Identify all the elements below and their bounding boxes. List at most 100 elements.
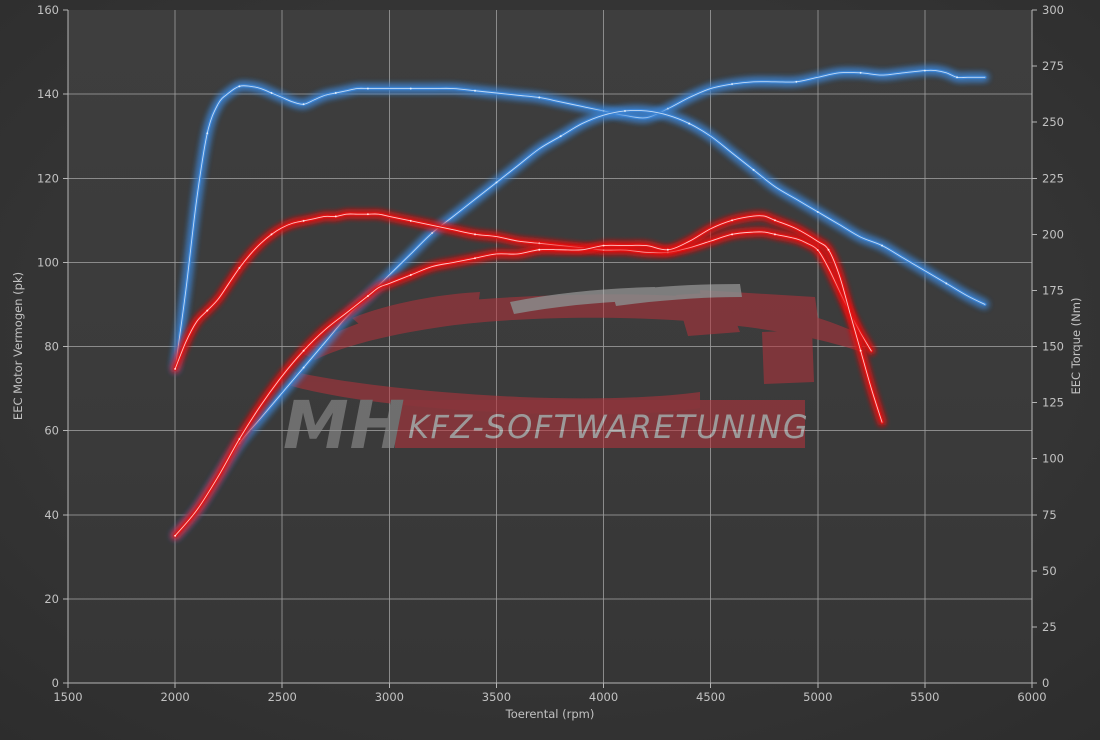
data-point-marker <box>602 110 605 112</box>
tick-labels-layer: 1500 2000 2500 3000 3500 40 0 0 4500 5000 5500 6000… <box>37 3 1064 704</box>
data-point-marker <box>474 257 476 260</box>
x-tick-label: 3000 <box>375 690 404 704</box>
x-tick-label: 1500 <box>53 690 82 704</box>
data-point-marker <box>174 534 177 537</box>
watermark-logo: MH KFZ-SOFTWARETUNING <box>283 284 862 464</box>
data-point-marker <box>624 110 626 112</box>
data-point-marker <box>366 295 369 297</box>
data-point-marker <box>431 231 434 234</box>
data-point-marker <box>302 103 305 106</box>
data-point-marker <box>238 85 241 88</box>
data-point-marker <box>206 309 209 312</box>
series-4 <box>171 212 886 540</box>
data-point-marker <box>495 181 498 184</box>
data-point-marker <box>816 249 819 251</box>
data-point-marker <box>602 249 605 251</box>
watermark-banner <box>395 400 805 448</box>
data-point-marker <box>366 213 369 216</box>
y-right-tick-label: 200 <box>1042 227 1064 241</box>
y-right-tick-label: 25 <box>1042 620 1057 634</box>
data-series-layer <box>171 67 989 540</box>
y-right-tick-label: 250 <box>1042 115 1064 129</box>
y-left-tick-label: 40 <box>44 508 59 522</box>
data-point-marker <box>474 89 476 92</box>
data-point-marker <box>538 96 541 99</box>
x-tick-label: 2000 <box>160 690 189 704</box>
data-point-marker <box>238 267 241 269</box>
data-point-marker <box>238 438 241 440</box>
data-point-marker <box>559 135 562 138</box>
data-point-marker <box>366 87 369 90</box>
series-core <box>174 69 986 370</box>
data-point-marker <box>945 282 948 285</box>
data-point-marker <box>752 168 755 171</box>
data-point-marker <box>270 92 273 94</box>
data-point-marker <box>474 233 476 236</box>
data-point-marker <box>302 366 305 369</box>
x-tick-label: 3500 <box>482 690 511 704</box>
watermark-brand-mark: MH <box>283 387 406 464</box>
x-tick-label: 2500 <box>268 690 297 704</box>
data-point-marker <box>923 69 926 72</box>
data-point-marker <box>827 248 830 251</box>
y-right-tick-label: 0 <box>1042 676 1049 690</box>
data-point-marker <box>206 132 209 135</box>
y-left-tick-label: 20 <box>44 592 59 606</box>
y-left-tick-label: 120 <box>37 171 59 185</box>
data-point-marker <box>302 349 305 352</box>
series-2 <box>171 107 989 540</box>
series-core <box>174 109 986 537</box>
data-point-marker <box>859 349 862 352</box>
x-tick-label: 4500 <box>696 690 725 704</box>
data-point-marker <box>302 219 305 222</box>
y-left-tick-label: 160 <box>37 3 59 17</box>
data-point-marker <box>859 71 862 74</box>
data-point-marker <box>174 367 177 370</box>
y-axis-right-title: EEC Torque (Nm) <box>1069 298 1083 395</box>
y-right-tick-label: 125 <box>1042 396 1064 410</box>
y-right-tick-label: 225 <box>1042 171 1064 185</box>
data-point-marker <box>409 87 412 90</box>
y-right-tick-label: 75 <box>1042 508 1057 522</box>
data-point-marker <box>731 219 734 222</box>
series-3 <box>171 210 875 373</box>
data-point-marker <box>773 233 776 236</box>
x-tick-label: 6000 <box>1017 690 1046 704</box>
data-point-marker <box>334 215 337 218</box>
y-right-tick-label: 175 <box>1042 283 1064 297</box>
y-right-tick-label: 275 <box>1042 59 1064 73</box>
x-axis-title: Toerental (rpm) <box>505 707 595 721</box>
y-left-tick-label: 140 <box>37 87 59 101</box>
series-1 <box>171 67 989 373</box>
y-right-tick-label: 300 <box>1042 3 1064 17</box>
data-point-marker <box>409 274 412 276</box>
data-point-marker <box>956 76 958 79</box>
y-left-tick-label: 80 <box>44 340 59 354</box>
series-core <box>174 215 883 537</box>
data-point-marker <box>538 242 541 245</box>
y-left-tick-label: 60 <box>44 424 59 438</box>
series-core <box>174 213 872 370</box>
data-point-marker <box>538 248 541 251</box>
data-point-marker <box>409 219 412 222</box>
y-right-tick-label: 50 <box>1042 564 1057 578</box>
y-right-tick-label: 100 <box>1042 452 1064 466</box>
watermark-brand-name: KFZ-SOFTWARETUNING <box>408 408 809 446</box>
y-right-tick-label: 150 <box>1042 340 1064 354</box>
data-point-marker <box>816 210 819 213</box>
data-point-marker <box>666 248 669 251</box>
data-point-marker <box>666 107 669 110</box>
data-point-marker <box>731 233 734 236</box>
x-tick-label: 5000 <box>803 690 832 704</box>
y-left-tick-label: 0 <box>52 676 59 690</box>
data-point-marker <box>334 92 337 94</box>
data-point-marker <box>881 244 883 247</box>
y-left-tick-label: 100 <box>37 255 59 269</box>
y-axis-left-title: EEC Motor Vermogen (pk) <box>11 272 25 420</box>
data-point-marker <box>270 233 273 236</box>
data-point-marker <box>773 219 776 222</box>
data-point-marker <box>602 244 605 247</box>
x-tick-label: 5500 <box>910 690 939 704</box>
